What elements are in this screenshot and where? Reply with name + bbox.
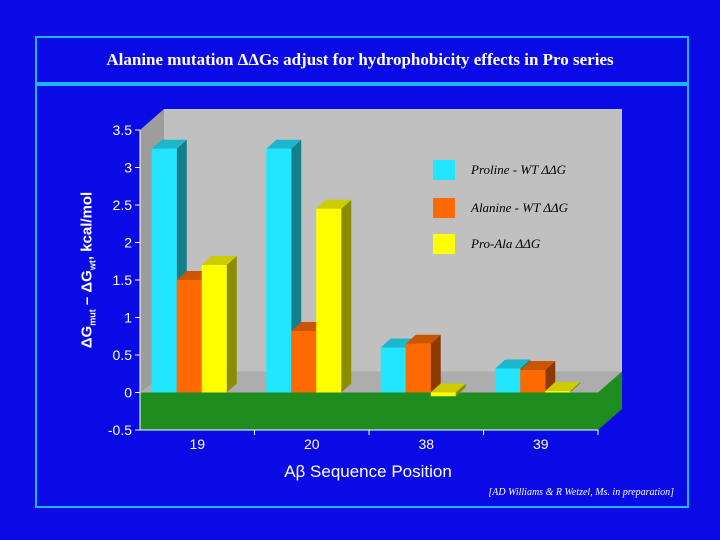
bar: [316, 208, 342, 393]
legend-swatch: [433, 160, 455, 180]
bar: [520, 370, 546, 393]
bar: [380, 347, 406, 393]
bar-top: [316, 199, 352, 209]
legend-label: Proline - WT ΔΔG: [471, 162, 567, 177]
y-tick-label: 1.5: [113, 272, 133, 288]
legend-swatch: [433, 198, 455, 218]
bar-side: [455, 383, 466, 397]
bar-top: [201, 256, 237, 265]
bar-top: [495, 359, 531, 369]
x-tick-label: 39: [533, 436, 549, 452]
y-tick-label: 3.5: [113, 122, 133, 138]
bar-top: [151, 139, 187, 149]
y-tick-label: 3: [124, 160, 132, 176]
bar: [545, 391, 571, 393]
x-tick-label: 19: [189, 436, 205, 452]
y-tick-label: -0.5: [108, 422, 132, 438]
bar: [291, 331, 317, 393]
y-tick-label: 2.5: [113, 197, 133, 213]
legend-label: Pro-Ala ΔΔG: [471, 236, 541, 251]
bar-top: [266, 139, 302, 149]
y-tick-label: 1: [124, 310, 132, 326]
legend-swatch: [433, 234, 455, 254]
bar-top: [520, 361, 556, 370]
bar-top: [430, 383, 466, 393]
citation: [AD Williams & R Wetzel, Ms. in preparat…: [488, 487, 674, 498]
bar-side: [341, 199, 352, 393]
bar: [176, 280, 202, 393]
slide-frame: [35, 36, 689, 508]
bar-top: [405, 334, 441, 344]
x-axis-title: Aβ Sequence Position: [284, 462, 452, 481]
y-tick-label: 0.5: [113, 347, 133, 363]
bar: [151, 148, 177, 393]
bar: [266, 148, 292, 393]
bar-top: [545, 382, 581, 391]
title-rule: [37, 82, 687, 86]
bar-side: [226, 256, 237, 393]
bar: [430, 392, 456, 397]
legend-label: Alanine - WT ΔΔG: [471, 200, 568, 215]
bar: [495, 368, 521, 393]
slide-title: Alanine mutation ΔΔGs adjust for hydroph…: [106, 50, 614, 69]
x-tick-label: 38: [418, 436, 434, 452]
bar-side: [430, 334, 441, 393]
x-tick-label: 20: [304, 436, 320, 452]
y-tick-label: 2: [124, 235, 132, 251]
y-tick-label: 0: [124, 385, 132, 401]
bar-side: [570, 382, 581, 393]
bar: [405, 343, 431, 393]
bar: [201, 265, 227, 393]
